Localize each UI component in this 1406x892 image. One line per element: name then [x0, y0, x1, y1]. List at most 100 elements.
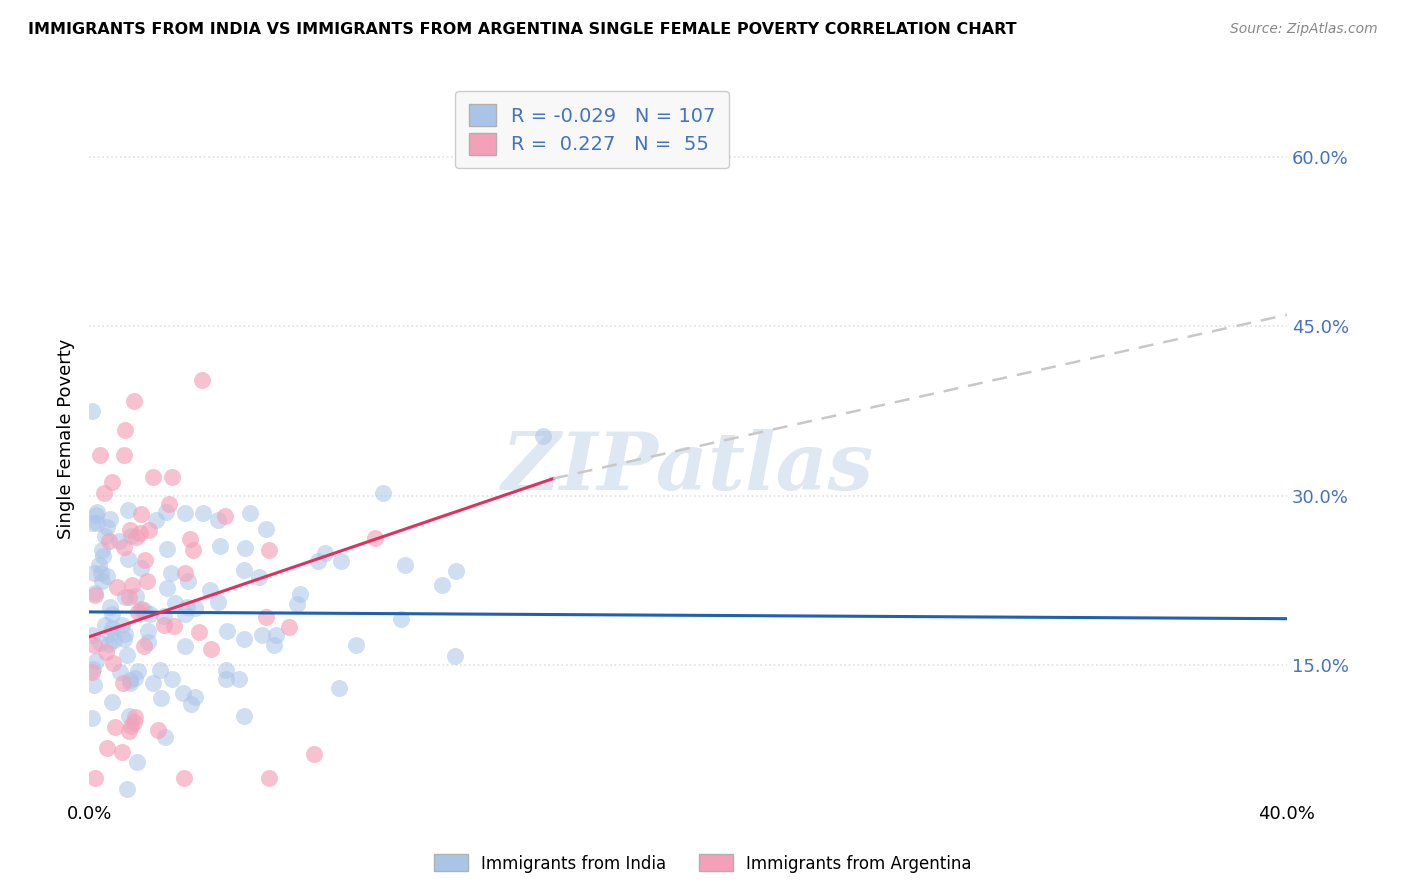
Point	[142, 675, 165, 690]
Point	[80, 711, 103, 725]
Point	[112, 676, 135, 690]
Point	[115, 782, 138, 797]
Point	[127, 605, 149, 619]
Point	[83, 566, 105, 580]
Point	[174, 507, 197, 521]
Point	[214, 509, 236, 524]
Point	[228, 672, 250, 686]
Point	[101, 695, 124, 709]
Point	[138, 523, 160, 537]
Point	[156, 582, 179, 596]
Legend: Immigrants from India, Immigrants from Argentina: Immigrants from India, Immigrants from A…	[427, 847, 979, 880]
Point	[136, 574, 159, 589]
Point	[87, 558, 110, 572]
Y-axis label: Single Female Poverty: Single Female Poverty	[58, 339, 75, 540]
Point	[160, 672, 183, 686]
Point	[111, 617, 134, 632]
Point	[128, 526, 150, 541]
Point	[117, 502, 139, 516]
Point	[153, 730, 176, 744]
Point	[96, 520, 118, 534]
Point	[432, 578, 454, 592]
Point	[120, 529, 142, 543]
Point	[138, 635, 160, 649]
Point	[117, 709, 139, 723]
Point	[173, 639, 195, 653]
Point	[254, 522, 277, 536]
Point	[254, 609, 277, 624]
Point	[191, 373, 214, 387]
Point	[120, 673, 142, 687]
Point	[314, 546, 336, 560]
Text: Source: ZipAtlas.com: Source: ZipAtlas.com	[1230, 22, 1378, 37]
Point	[91, 543, 114, 558]
Point	[84, 588, 107, 602]
Point	[129, 507, 152, 521]
Point	[80, 516, 103, 531]
Point	[155, 542, 177, 557]
Point	[121, 577, 143, 591]
Point	[252, 628, 274, 642]
Point	[86, 516, 108, 530]
Point	[173, 607, 195, 621]
Point	[184, 690, 207, 705]
Point	[134, 553, 156, 567]
Point	[146, 723, 169, 737]
Point	[371, 486, 394, 500]
Point	[181, 543, 204, 558]
Point	[446, 564, 468, 578]
Point	[96, 645, 118, 659]
Point	[149, 663, 172, 677]
Point	[288, 587, 311, 601]
Point	[257, 543, 280, 558]
Point	[103, 720, 125, 734]
Point	[120, 719, 142, 733]
Point	[89, 448, 111, 462]
Point	[112, 449, 135, 463]
Point	[344, 638, 367, 652]
Point	[91, 574, 114, 589]
Point	[142, 470, 165, 484]
Point	[134, 603, 156, 617]
Point	[120, 523, 142, 537]
Point	[134, 639, 156, 653]
Point	[97, 534, 120, 549]
Point	[364, 531, 387, 545]
Point	[160, 470, 183, 484]
Point	[160, 566, 183, 580]
Point	[82, 404, 104, 418]
Point	[302, 747, 325, 761]
Point	[266, 628, 288, 642]
Point	[124, 671, 146, 685]
Point	[329, 554, 352, 568]
Point	[103, 656, 125, 670]
Point	[110, 665, 132, 679]
Point	[129, 602, 152, 616]
Point	[174, 566, 197, 580]
Point	[127, 664, 149, 678]
Point	[105, 580, 128, 594]
Point	[117, 552, 139, 566]
Point	[111, 745, 134, 759]
Point	[84, 586, 107, 600]
Point	[215, 672, 238, 686]
Point	[120, 676, 142, 690]
Point	[180, 697, 202, 711]
Point	[80, 628, 103, 642]
Point	[235, 541, 257, 555]
Point	[207, 512, 229, 526]
Point	[172, 686, 194, 700]
Point	[165, 596, 187, 610]
Point	[232, 563, 254, 577]
Point	[184, 600, 207, 615]
Point	[163, 619, 186, 633]
Point	[82, 662, 104, 676]
Point	[149, 691, 172, 706]
Point	[89, 636, 111, 650]
Point	[257, 771, 280, 785]
Text: IMMIGRANTS FROM INDIA VS IMMIGRANTS FROM ARGENTINA SINGLE FEMALE POVERTY CORRELA: IMMIGRANTS FROM INDIA VS IMMIGRANTS FROM…	[28, 22, 1017, 37]
Point	[84, 654, 107, 668]
Point	[191, 506, 214, 520]
Point	[100, 599, 122, 614]
Point	[155, 504, 177, 518]
